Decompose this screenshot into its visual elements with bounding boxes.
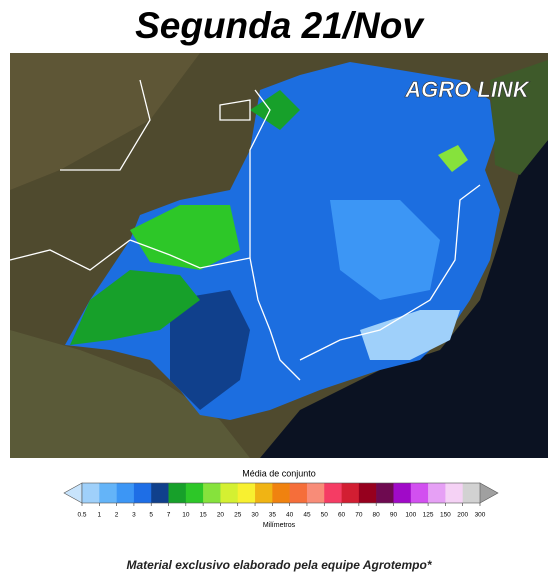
land-patch: [10, 53, 200, 190]
colorbar-swatch: [410, 483, 429, 503]
colorbar-swatch: [393, 483, 412, 503]
land-patch: [490, 60, 548, 175]
colorbar-swatch: [82, 483, 100, 503]
colorbar-swatch: [151, 483, 169, 503]
ocean: [260, 53, 548, 458]
state-borders: [9, 79, 481, 381]
colorbar-tick-label: 60: [338, 512, 346, 519]
colorbar-swatch: [185, 483, 204, 503]
logo: AGRO LINK: [404, 77, 531, 102]
colorbar-swatch: [133, 483, 152, 503]
colorbar-tick-label: 0.5: [77, 512, 86, 519]
colorbar-tick-label: 15: [200, 512, 208, 519]
colorbar-swatch: [324, 483, 342, 503]
colorbar-tick-label: 200: [457, 512, 468, 519]
colorbar-swatch: [168, 483, 187, 503]
title: Segunda 21/Nov: [135, 5, 425, 46]
colorbar-swatch: [445, 483, 463, 503]
colorbar-swatch: [462, 483, 481, 503]
colorbar-tick-label: 5: [149, 512, 153, 519]
colorbar-swatch: [99, 483, 117, 503]
colorbar-over: [479, 482, 499, 504]
colorbar-tick-label: 10: [182, 512, 190, 519]
colorbar-tick-label: 100: [405, 512, 416, 519]
rain-region: [170, 290, 250, 410]
colorbar-swatch: [255, 483, 273, 503]
colorbar-tick-label: 1: [97, 512, 101, 519]
colorbar-swatch: [220, 483, 239, 503]
colorbar-tick-label: 25: [234, 512, 242, 519]
land-patch: [10, 330, 250, 458]
colorbar-swatch: [203, 483, 221, 503]
colorbar-tick-label: 7: [167, 512, 171, 519]
colorbar-tick-label: 80: [373, 512, 381, 519]
colorbar-tick-label: 300: [475, 512, 486, 519]
colorbar-tick-label: 40: [286, 512, 294, 519]
colorbar-frame: [81, 482, 481, 504]
rain-region: [330, 200, 440, 300]
colorbar-under: [63, 482, 83, 504]
map: AGRO LINK: [9, 53, 548, 458]
colorbar-swatch: [376, 483, 394, 503]
colorbar-tick-label: 70: [355, 512, 363, 519]
rain-region: [360, 310, 460, 360]
colorbar-swatch: [289, 483, 308, 503]
colorbar-swatch: [428, 483, 446, 503]
colorbar-tick-label: 30: [251, 512, 259, 519]
rain-region: [130, 205, 240, 270]
legend-title: Média de conjunto: [242, 468, 316, 478]
colorbar-swatch: [237, 483, 256, 503]
rain-region: [70, 270, 200, 345]
legend-unit: Milímetros: [263, 522, 296, 529]
colorbar-swatch: [306, 483, 325, 503]
colorbar-swatch: [272, 483, 290, 503]
colorbar-tick-label: 3: [132, 512, 136, 519]
colorbar-tick-label: 20: [217, 512, 225, 519]
colorbar-swatch: [341, 483, 360, 503]
footer-note: Material exclusivo elaborado pela equipe…: [127, 558, 433, 572]
colorbar-tick-label: 35: [269, 512, 277, 519]
colorbar-tick-label: 45: [303, 512, 311, 519]
colorbar-tick-label: 50: [321, 512, 329, 519]
rain-region: [250, 90, 300, 130]
colorbar-tick-label: 90: [390, 512, 398, 519]
colorbar-swatch: [358, 483, 377, 503]
colorbar-tick-label: 125: [423, 512, 434, 519]
colorbar-swatch: [116, 483, 135, 503]
rain-region: [438, 145, 468, 172]
colorbar-tick-label: 2: [115, 512, 119, 519]
colorbar: 0.5 1 2 3 5 7 10 15 20 25 30 35 40 45 50 60 70 80 90 100 125…: [63, 482, 499, 519]
colorbar-tick-label: 150: [440, 512, 451, 519]
